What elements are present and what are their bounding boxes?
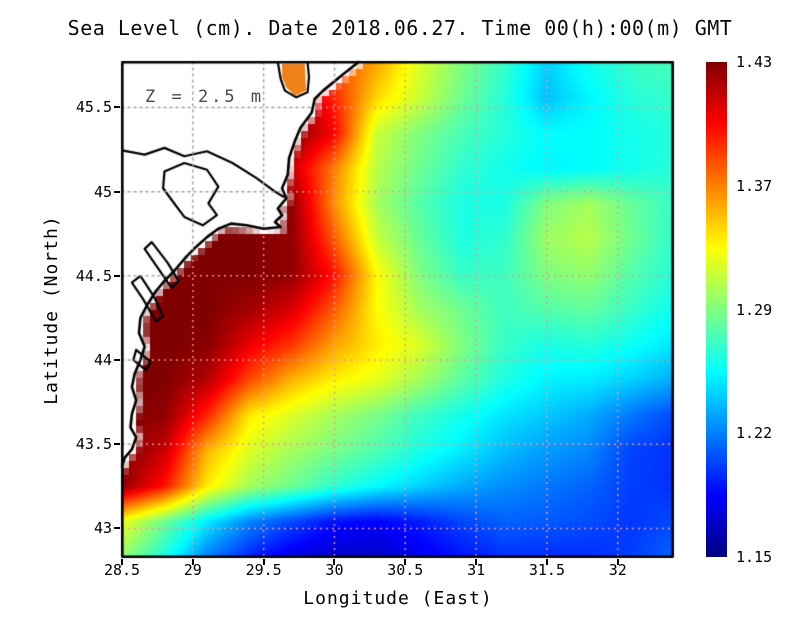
colorbar-tick-label: 1.15: [736, 548, 773, 566]
figure-title: Sea Level (cm). Date 2018.06.27. Time 00…: [67, 16, 733, 40]
x-tick-label: 30: [325, 561, 344, 579]
y-tick-mark: [114, 443, 120, 446]
x-tick-label: 28.5: [103, 561, 141, 579]
x-tick-mark: [191, 559, 194, 565]
x-tick-label: 32: [608, 561, 627, 579]
x-tick-label: 30.5: [387, 561, 424, 579]
y-tick-label: 43.5: [75, 435, 112, 454]
colorbar-tick-label: 1.29: [736, 300, 773, 319]
y-axis-title: Latitude (North): [41, 215, 62, 405]
depth-annotation: Z = 2.5 m: [145, 87, 265, 107]
x-tick-mark: [475, 559, 478, 565]
x-tick-mark: [616, 559, 619, 565]
colorbar-tick-label: 1.43: [736, 53, 773, 71]
colorbar-tick-label: 1.37: [736, 176, 773, 195]
y-tick-label: 44: [93, 351, 112, 369]
y-tick-label: 45.5: [75, 98, 112, 117]
x-tick-label: 29.5: [245, 561, 282, 579]
y-tick-label: 45: [93, 182, 112, 201]
x-tick-label: 29: [183, 561, 202, 579]
x-tick-label: 31: [467, 561, 486, 579]
y-tick-mark: [114, 106, 120, 109]
x-tick-mark: [121, 559, 123, 565]
y-tick-mark: [114, 190, 120, 193]
y-tick-mark: [114, 527, 120, 530]
y-tick-label: 43: [93, 519, 112, 538]
x-tick-mark: [262, 559, 265, 565]
x-axis-title: Longitude (East): [303, 588, 493, 609]
y-tick-mark: [114, 359, 120, 361]
x-tick-mark: [333, 559, 336, 565]
colorbar: [706, 62, 727, 557]
y-tick-mark: [114, 274, 120, 277]
x-tick-label: 31.5: [528, 561, 565, 579]
y-tick-label: 44.5: [75, 266, 112, 285]
colorbar-tick-label: 1.22: [736, 424, 773, 443]
x-tick-mark: [545, 559, 548, 565]
x-tick-mark: [404, 559, 407, 565]
